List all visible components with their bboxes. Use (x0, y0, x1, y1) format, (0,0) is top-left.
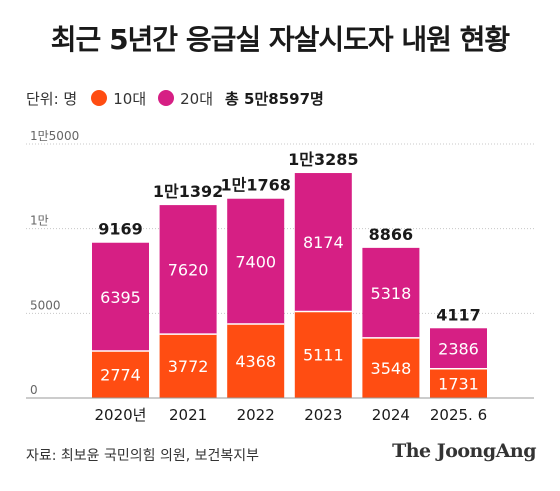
bar-twenties-5 (430, 328, 487, 369)
data-label-teens-1: 3772 (168, 357, 209, 376)
x-tick-label-5: 2025. 6 (430, 406, 487, 424)
bar-teens-2 (227, 324, 285, 398)
x-tick-label-0: 2020년 (95, 406, 147, 424)
total-label-2: 1만1768 (221, 176, 291, 195)
bar-twenties-4 (362, 247, 420, 338)
bar-twenties-2 (227, 198, 285, 325)
legend-item-teens: 10대 (91, 88, 146, 109)
bar-twenties-3 (294, 173, 352, 312)
legend-item-twenties: 20대 (158, 88, 213, 109)
bar-twenties-1 (159, 205, 217, 335)
bar-teens-4 (362, 337, 420, 398)
chart-title: 최근 5년간 응급실 자살시도자 내원 현황 (50, 23, 510, 56)
x-tick-label-2: 2022 (237, 406, 275, 424)
data-label-twenties-1: 7620 (168, 261, 209, 280)
x-tick-label-4: 2024 (372, 406, 410, 424)
brand-logo: The JoongAng (392, 440, 536, 462)
bar-teens-1 (159, 334, 217, 398)
data-label-twenties-4: 5318 (371, 284, 412, 303)
data-label-teens-4: 3548 (371, 359, 412, 378)
data-label-twenties-3: 8174 (303, 233, 344, 252)
data-label-twenties-2: 7400 (235, 252, 276, 271)
y-tick-label-2: 1만 (30, 214, 49, 228)
bar-teens-3 (294, 311, 352, 398)
bar-twenties-0 (92, 242, 149, 352)
total-label-1: 1만1392 (153, 182, 223, 201)
legend-swatch-twenties (158, 90, 175, 106)
total-label-3: 1만3285 (288, 150, 358, 169)
data-label-teens-5: 1731 (438, 374, 479, 393)
x-tick-label-3: 2023 (304, 406, 342, 424)
legend-swatch-teens (91, 90, 108, 106)
bar-teens-5 (430, 368, 487, 398)
source-note: 자료: 최보윤 국민의힘 의원, 보건복지부 (26, 448, 260, 464)
bar-teens-0 (92, 351, 149, 398)
y-tick-label-0: 0 (30, 383, 38, 397)
data-label-teens-3: 5111 (303, 346, 344, 365)
legend-label-twenties: 20대 (180, 89, 214, 108)
legend-total: 총 5만8597명 (225, 89, 324, 108)
legend: 단위: 명 10대 20대 총 5만8597명 (26, 86, 324, 110)
data-label-twenties-5: 2386 (438, 339, 479, 358)
y-tick-label-3: 1만5000 (30, 129, 79, 143)
x-tick-label-1: 2021 (169, 406, 207, 424)
total-label-5: 4117 (436, 305, 481, 324)
y-tick-label-1: 5000 (30, 298, 61, 312)
total-label-4: 8866 (369, 225, 414, 244)
unit-label: 단위: 명 (26, 89, 78, 108)
legend-label-teens: 10대 (113, 89, 147, 108)
total-label-0: 9169 (98, 220, 143, 239)
data-label-teens-2: 4368 (235, 352, 276, 371)
data-label-twenties-0: 6395 (100, 288, 141, 307)
data-label-teens-0: 2774 (100, 366, 141, 385)
